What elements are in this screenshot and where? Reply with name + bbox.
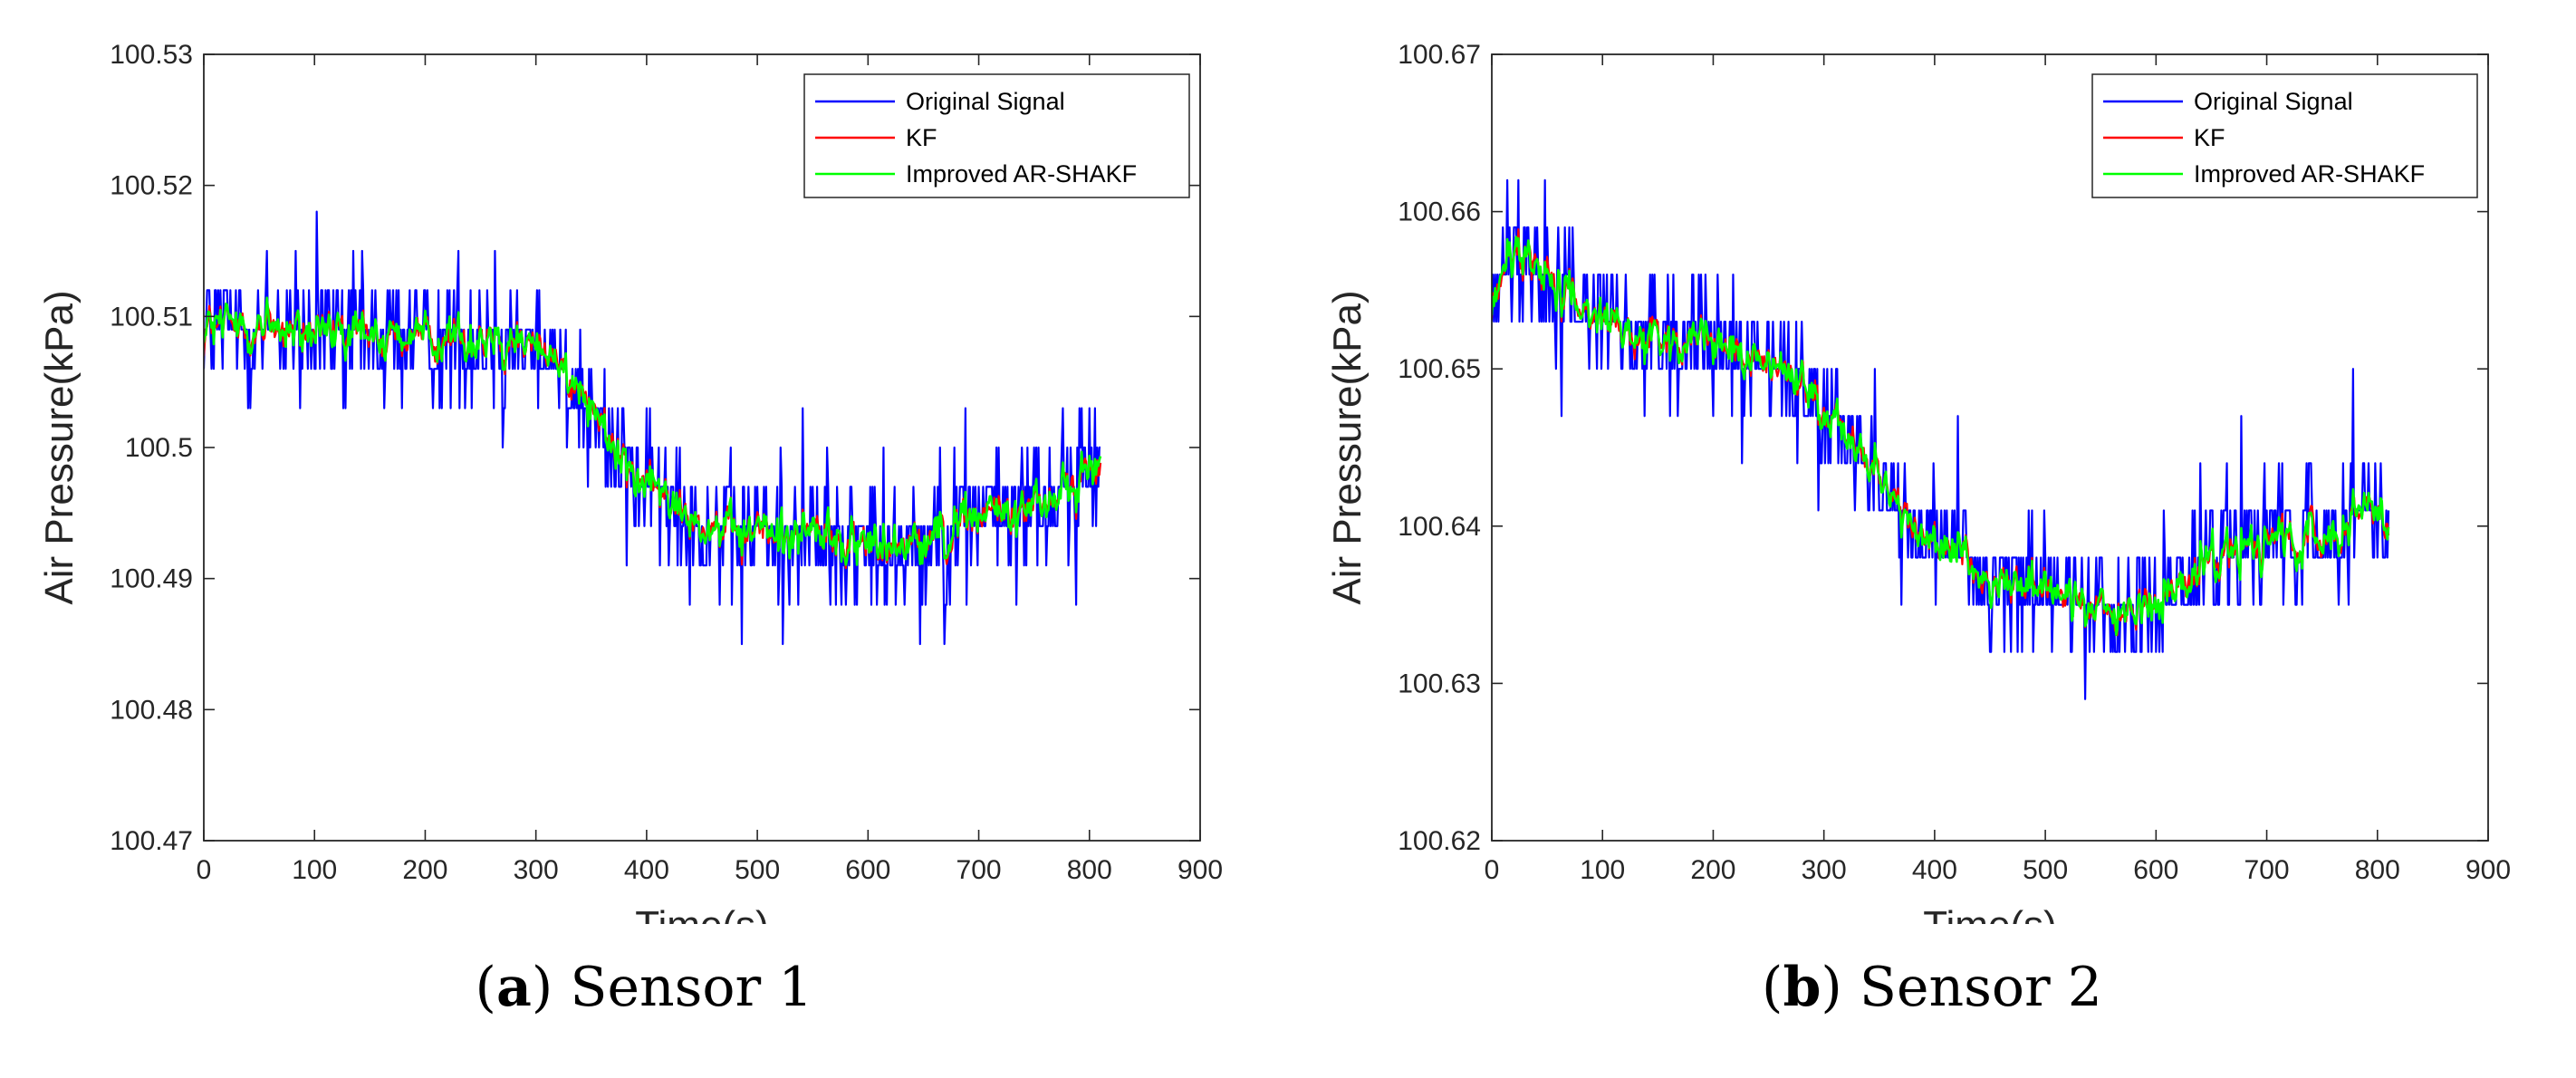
x-tick-label: 100 <box>1580 855 1625 885</box>
figure-panel-b: 0 100 200 300 400 500 600 700 800 900 100.62 100.63… <box>1288 0 2576 1078</box>
y-tick-label: 100.67 <box>1398 40 1481 70</box>
panel-label-a: a <box>495 956 532 1019</box>
legend-box <box>2091 73 2478 198</box>
caption-text-b: Sensor 2 <box>1859 956 2102 1019</box>
caption-b: (b) Sensor 2 <box>1762 956 2102 1019</box>
x-tick-label: 800 <box>2355 855 2400 885</box>
x-tick-label: 600 <box>2133 855 2178 885</box>
x-tick-label: 600 <box>845 855 890 885</box>
panel-label-b: b <box>1783 956 1821 1019</box>
legend-entry: KF <box>2194 124 2225 151</box>
x-tick-label: 300 <box>514 855 559 885</box>
y-axis-label: Air Pressure(kPa) <box>1325 290 1370 604</box>
original-signal-line <box>204 210 1101 646</box>
y-tick-label: 100.52 <box>110 171 193 201</box>
y-axis-label: Air Pressure(kPa) <box>37 290 82 604</box>
x-tick-label: 0 <box>1485 855 1500 885</box>
y-tick-label: 100.62 <box>1398 826 1481 856</box>
x-tick-label: 0 <box>197 855 212 885</box>
legend-entry: Improved AR-SHAKF <box>906 160 1137 188</box>
x-tick-label: 700 <box>956 855 1002 885</box>
y-tick-label: 100.66 <box>1398 197 1481 227</box>
x-tick-label: 400 <box>624 855 669 885</box>
figure-panel-a: 0 100 200 300 400 500 600 700 800 900 100.47 100.48… <box>37 40 1223 1019</box>
y-tick-label: 100.51 <box>110 302 193 332</box>
x-tick-label: 100 <box>292 855 337 885</box>
y-tick-label: 100.63 <box>1398 669 1481 698</box>
y-tick-label: 100.5 <box>125 433 193 463</box>
y-tick-label: 100.49 <box>110 564 193 594</box>
improved-ar-shakf-line <box>1492 236 2390 637</box>
legend-box <box>803 73 1190 198</box>
caption-text-a: Sensor 1 <box>570 956 813 1019</box>
axes-box <box>1491 53 2489 842</box>
chart-sensor-2: 0 100 200 300 400 500 600 700 800 900 100.62 100.63… <box>1325 40 2511 924</box>
x-tick-label: 900 <box>1177 855 1223 885</box>
legend-entry: Improved AR-SHAKF <box>2194 160 2425 188</box>
y-tick-label: 100.47 <box>110 826 193 856</box>
x-tick-label: 500 <box>2023 855 2068 885</box>
legend-entry: Original Signal <box>906 88 1065 115</box>
x-tick-label: 700 <box>2244 855 2290 885</box>
chart-sensor-1: 0 100 200 300 400 500 600 700 800 900 100.47 100.48… <box>37 40 1223 924</box>
legend-entry: Original Signal <box>2194 88 2353 115</box>
legend-entry: KF <box>906 124 937 151</box>
x-tick-label: 400 <box>1912 855 1957 885</box>
x-tick-label: 500 <box>735 855 780 885</box>
improved-ar-shakf-line <box>204 296 1102 566</box>
legend: Original Signal KF Improved AR-SHAKF <box>2091 73 2478 198</box>
y-tick-label: 100.65 <box>1398 354 1481 384</box>
x-tick-label: 200 <box>402 855 447 885</box>
x-axis-label: Time(s) <box>635 903 768 924</box>
x-tick-label: 200 <box>1690 855 1735 885</box>
y-tick-label: 100.64 <box>1398 512 1481 542</box>
x-tick-label: 300 <box>1802 855 1847 885</box>
x-axis-label: Time(s) <box>1923 903 2056 924</box>
y-tick-label: 100.48 <box>110 695 193 725</box>
caption-a: (a) Sensor 1 <box>475 956 813 1019</box>
legend: Original Signal KF Improved AR-SHAKF <box>803 73 1190 198</box>
x-tick-label: 900 <box>2465 855 2511 885</box>
x-tick-label: 800 <box>1067 855 1112 885</box>
y-tick-label: 100.53 <box>110 40 193 70</box>
